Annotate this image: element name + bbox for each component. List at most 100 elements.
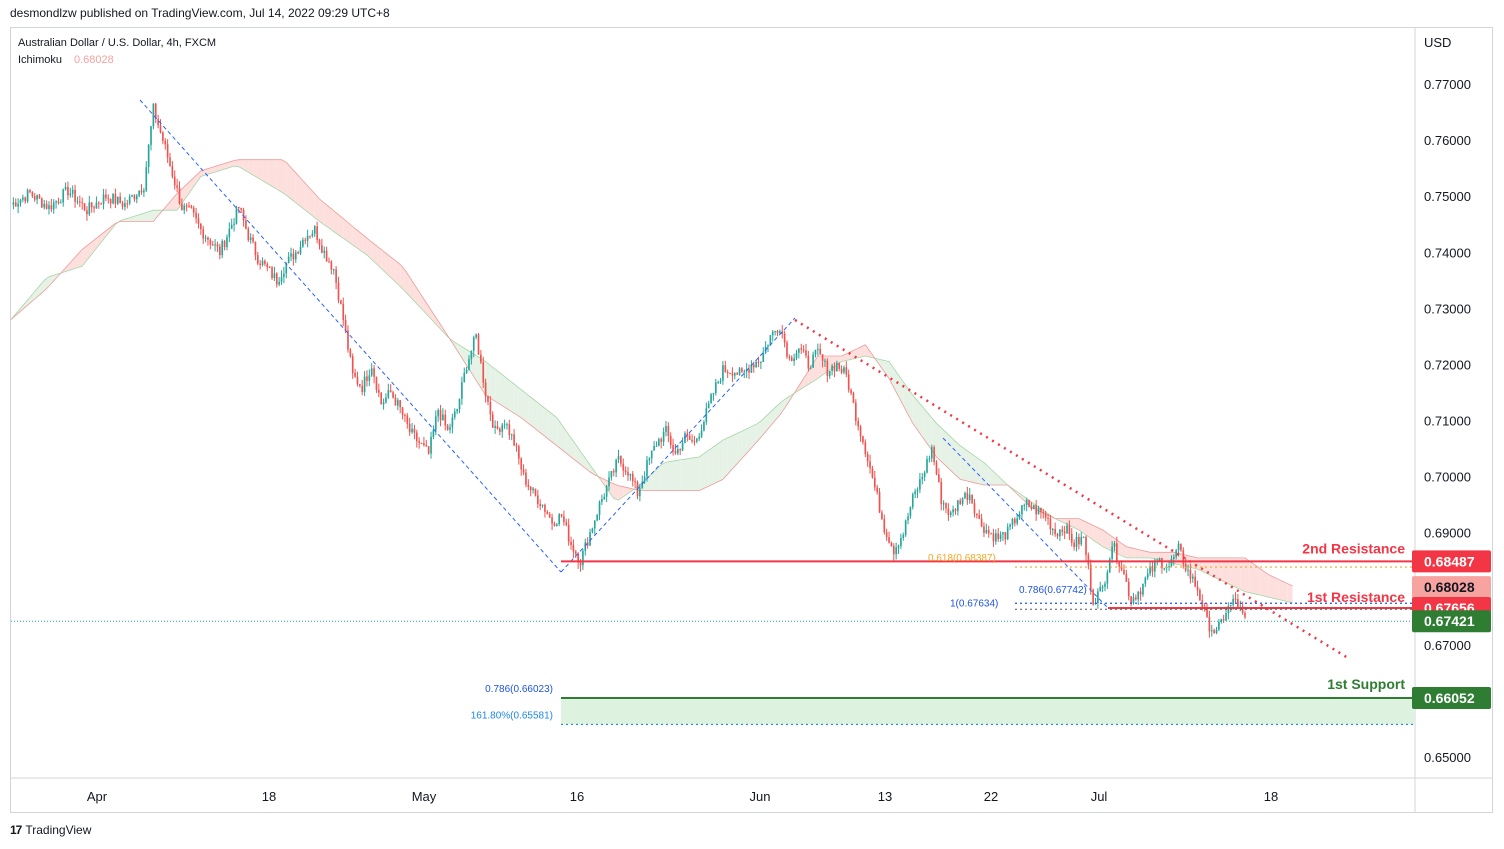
- candle-body: [567, 524, 570, 542]
- candle-body: [1146, 573, 1149, 578]
- candle-body: [1111, 546, 1113, 560]
- cloud-segment: [1282, 581, 1288, 602]
- candle-body: [487, 396, 489, 402]
- fib-786-support-label: 0.786(0.66023): [485, 684, 553, 695]
- candle-body: [1187, 569, 1189, 571]
- candle-body: [1004, 532, 1007, 540]
- candle-body: [840, 368, 843, 373]
- candle-body: [620, 456, 622, 464]
- cloud-segment: [72, 254, 78, 270]
- cloud-segment: [139, 213, 144, 222]
- candle-body: [309, 235, 311, 237]
- candle-body: [294, 252, 297, 260]
- candle-body: [439, 410, 442, 421]
- cloud-segment: [566, 431, 572, 457]
- candle-body: [340, 300, 342, 304]
- candle-body: [1127, 581, 1130, 597]
- candle-body: [1149, 566, 1151, 574]
- y-tick-label: 0.75000: [1424, 189, 1471, 204]
- cloud-segment: [979, 459, 984, 485]
- cloud-segment: [485, 361, 491, 399]
- price-axis: 0.77000 0.76000 0.75000 0.74000 0.73000 0.720…: [1412, 77, 1491, 765]
- cloud-segment: [338, 214, 344, 239]
- candle-body: [1085, 536, 1087, 555]
- candle-body: [361, 385, 364, 393]
- cloud-segment: [1102, 529, 1108, 549]
- candle-body: [582, 550, 584, 566]
- candle-body: [55, 201, 57, 203]
- candle-body: [1013, 518, 1016, 524]
- cloud-segment: [328, 206, 334, 232]
- ichimoku-cloud: [10, 159, 1293, 604]
- cloud-segment: [148, 210, 154, 222]
- candle-body: [1047, 517, 1049, 519]
- candle-body: [280, 277, 283, 282]
- candle-body: [729, 373, 731, 375]
- candle-body: [892, 545, 895, 555]
- candle-body: [33, 196, 36, 200]
- fib-1-label: 1(0.67634): [950, 598, 998, 609]
- candle-body: [349, 349, 352, 357]
- senkou-span-b-line: [10, 159, 1293, 587]
- candle-body: [850, 389, 852, 394]
- candle-body: [572, 545, 575, 552]
- tradingview-logo[interactable]: 17 TradingView: [10, 823, 91, 837]
- label-1st-resistance: 1st Resistance: [1307, 589, 1405, 605]
- cloud-segment: [509, 380, 515, 414]
- candle-body: [726, 371, 729, 374]
- candle-body: [446, 425, 449, 430]
- candle-body: [1132, 597, 1135, 604]
- candle-body: [484, 382, 487, 397]
- cloud-segment: [1178, 553, 1184, 566]
- candle-body: [52, 202, 55, 210]
- candle-body: [145, 167, 148, 191]
- candle-body: [437, 410, 439, 417]
- candle-body: [648, 458, 651, 461]
- candle-body: [1241, 606, 1244, 613]
- candle-body: [750, 364, 753, 373]
- candle-body: [373, 368, 375, 377]
- candle-body: [674, 450, 677, 454]
- candle-body: [1191, 576, 1194, 579]
- candle-body: [938, 474, 940, 482]
- candle-body: [911, 494, 914, 508]
- cloud-segment: [898, 375, 904, 406]
- cloud-segment: [727, 435, 733, 475]
- candle-body: [406, 415, 409, 424]
- candle-body: [444, 414, 447, 426]
- candle-body: [368, 375, 371, 381]
- candle-body: [788, 356, 791, 358]
- cloud-segment: [855, 347, 861, 359]
- cloud-segment: [817, 356, 823, 379]
- candle-body: [658, 439, 660, 446]
- candle-body: [1068, 525, 1071, 534]
- candle-body: [477, 334, 480, 355]
- candle-body: [641, 481, 644, 489]
- candle-body: [337, 282, 340, 301]
- candle-body: [1172, 556, 1175, 559]
- cloud-segment: [143, 211, 149, 222]
- cloud-segment: [665, 461, 671, 491]
- chart-pane[interactable]: [10, 27, 1493, 813]
- cloud-segment: [931, 417, 937, 457]
- candle-body: [589, 532, 591, 546]
- symbol-line: Australian Dollar / U.S. Dollar, 4h, FXC…: [18, 37, 216, 49]
- candle-body: [283, 273, 285, 278]
- candle-body: [385, 397, 387, 403]
- drawing-lines: [11, 99, 1414, 726]
- cloud-segment: [471, 352, 477, 381]
- cloud-segment: [1278, 579, 1283, 601]
- candle-body: [468, 359, 470, 370]
- cloud-segment: [366, 238, 372, 260]
- candle-body: [1099, 587, 1102, 592]
- candle-body: [643, 476, 646, 482]
- candle-body: [900, 537, 902, 546]
- cloud-segment: [352, 226, 358, 249]
- candle-body: [19, 199, 22, 204]
- candle-body: [527, 484, 530, 487]
- candle-body: [859, 426, 862, 437]
- candle-body: [271, 267, 273, 279]
- candle-body: [420, 442, 423, 444]
- candle-body: [214, 244, 216, 246]
